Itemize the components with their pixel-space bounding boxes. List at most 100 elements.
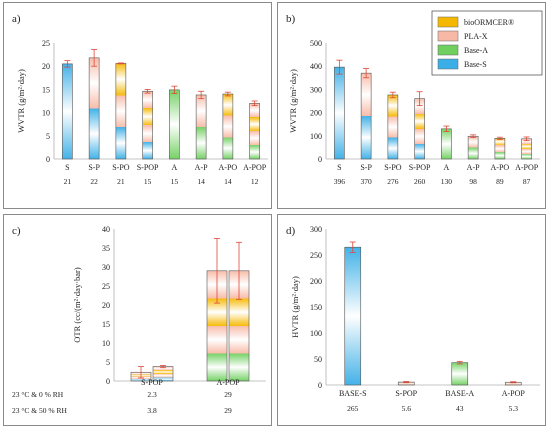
x-tick-label: BASE-S <box>339 389 367 398</box>
data-label: 265 <box>347 404 359 413</box>
y-tick-label: 35 <box>102 244 110 253</box>
y-tick-label: 5 <box>106 358 110 367</box>
data-label: 21 <box>117 177 125 186</box>
x-tick-label: S-POP <box>409 163 431 172</box>
bar <box>249 103 260 160</box>
data-label: 21 <box>64 177 72 186</box>
otr-chart-c: c) OTR (cc/(m²·day·bar) 0 5 10 15 20 25 30 35 40 2.… <box>12 225 266 415</box>
data-label: 3.8 <box>147 406 157 415</box>
legend-swatch <box>437 44 459 56</box>
x-tick-label: S <box>337 163 341 172</box>
x-tick-label: A-PO <box>491 163 510 172</box>
x-tick-label: A-P <box>195 163 208 172</box>
legend-swatch <box>437 30 459 42</box>
y-tick-label: 0 <box>46 155 50 164</box>
bar <box>494 138 506 160</box>
y-tick-label: 300 <box>310 85 322 94</box>
data-label: 15 <box>144 177 152 186</box>
data-label: 98 <box>469 177 477 186</box>
wvtr-chart-a: a) WVTR (g/m²·day) 0 5 10 15 20 25 S 21 S-P 22 S-PO 2… <box>12 13 268 186</box>
bar <box>88 57 100 160</box>
data-label: 87 <box>523 177 531 186</box>
data-label: 15 <box>171 177 179 186</box>
data-label: 370 <box>361 177 373 186</box>
panel-label: a) <box>12 13 21 25</box>
data-label: 260 <box>414 177 426 186</box>
data-label: 12 <box>251 177 259 186</box>
bar <box>441 128 452 160</box>
bar <box>62 63 73 160</box>
x-tick-label: A-POP <box>243 163 267 172</box>
row-label: 23 °C & 50 % RH <box>12 406 67 415</box>
y-tick-label: 10 <box>102 339 110 348</box>
panel-label: b) <box>286 13 296 25</box>
bar <box>169 89 180 160</box>
data-label: 14 <box>197 177 205 186</box>
y-tick-label: 25 <box>42 39 50 48</box>
x-tick-label: S-POP <box>141 378 163 387</box>
y-tick-label: 500 <box>310 39 322 48</box>
x-tick-label: S-POP <box>137 163 159 172</box>
x-tick-label: A-P <box>467 163 480 172</box>
y-tick-label: 5 <box>46 132 50 141</box>
x-tick-label: S-P <box>88 163 100 172</box>
legend-swatch <box>437 58 459 70</box>
y-axis-label: WVTR (g/m²·day) <box>288 69 298 133</box>
bar <box>142 90 153 160</box>
data-label: 2.3 <box>147 390 157 399</box>
y-tick-label: 25 <box>102 282 110 291</box>
x-tick-label: S-P <box>360 163 372 172</box>
data-label: 29 <box>224 406 232 415</box>
chart-panel-c: c) OTR (cc/(m²·day·bar) 0 5 10 15 20 25 30 35 40 2.… <box>3 214 272 426</box>
y-tick-label: 0 <box>318 155 322 164</box>
legend-label: PLA-X <box>464 32 488 41</box>
data-label: 89 <box>496 177 504 186</box>
y-tick-label: 100 <box>310 329 322 338</box>
panel-label: d) <box>286 225 296 237</box>
y-tick-label: 200 <box>310 277 322 286</box>
chart-panel-d: d) HVTR (g/m²·day) 0 50 100 150 200 250 300 BASE-… <box>277 214 546 426</box>
bar <box>414 98 425 160</box>
y-axis-label: WVTR (g/m²·day) <box>16 69 26 133</box>
bar <box>360 72 372 160</box>
y-tick-label: 150 <box>310 303 322 312</box>
bar <box>334 66 345 160</box>
x-tick-label: S-POP <box>395 389 417 398</box>
y-tick-label: 0 <box>106 377 110 386</box>
x-tick-label: A-POP <box>515 163 539 172</box>
bar <box>467 135 479 160</box>
bar <box>115 63 127 160</box>
data-label: 29 <box>224 390 232 399</box>
bar <box>521 138 532 160</box>
legend-label: Base-S <box>464 60 487 69</box>
hvtr-chart-d: d) HVTR (g/m²·day) 0 50 100 150 200 250 300 BASE-… <box>286 225 540 413</box>
y-tick-label: 200 <box>310 109 322 118</box>
panel-label: c) <box>12 225 21 237</box>
x-tick-label: A-POP <box>216 378 240 387</box>
x-tick-label: BASE-A <box>445 389 474 398</box>
bar <box>451 362 469 386</box>
y-tick-label: 15 <box>102 320 110 329</box>
x-tick-label: S <box>65 163 69 172</box>
x-tick-label: S-PO <box>384 163 402 172</box>
y-tick-label: 10 <box>42 109 50 118</box>
bar <box>387 94 399 160</box>
x-tick-label: A <box>443 163 449 172</box>
data-label: 5.3 <box>509 404 519 413</box>
data-label: 396 <box>334 177 346 186</box>
legend-swatch <box>437 16 459 28</box>
y-tick-label: 40 <box>102 225 110 234</box>
y-tick-label: 300 <box>310 225 322 234</box>
y-axis-label: OTR (cc/(m²·day·bar) <box>72 267 82 343</box>
y-tick-label: 20 <box>102 301 110 310</box>
y-tick-label: 20 <box>42 62 50 71</box>
legend-label: Base-A <box>464 46 488 55</box>
y-tick-label: 400 <box>310 62 322 71</box>
y-tick-label: 250 <box>310 251 322 260</box>
row-label: 23 °C & 0 % RH <box>12 390 64 399</box>
x-tick-label: A-PO <box>219 163 238 172</box>
x-tick-label: A-POP <box>502 389 526 398</box>
data-label: 276 <box>387 177 399 186</box>
y-tick-label: 100 <box>310 132 322 141</box>
data-label: 43 <box>456 404 464 413</box>
